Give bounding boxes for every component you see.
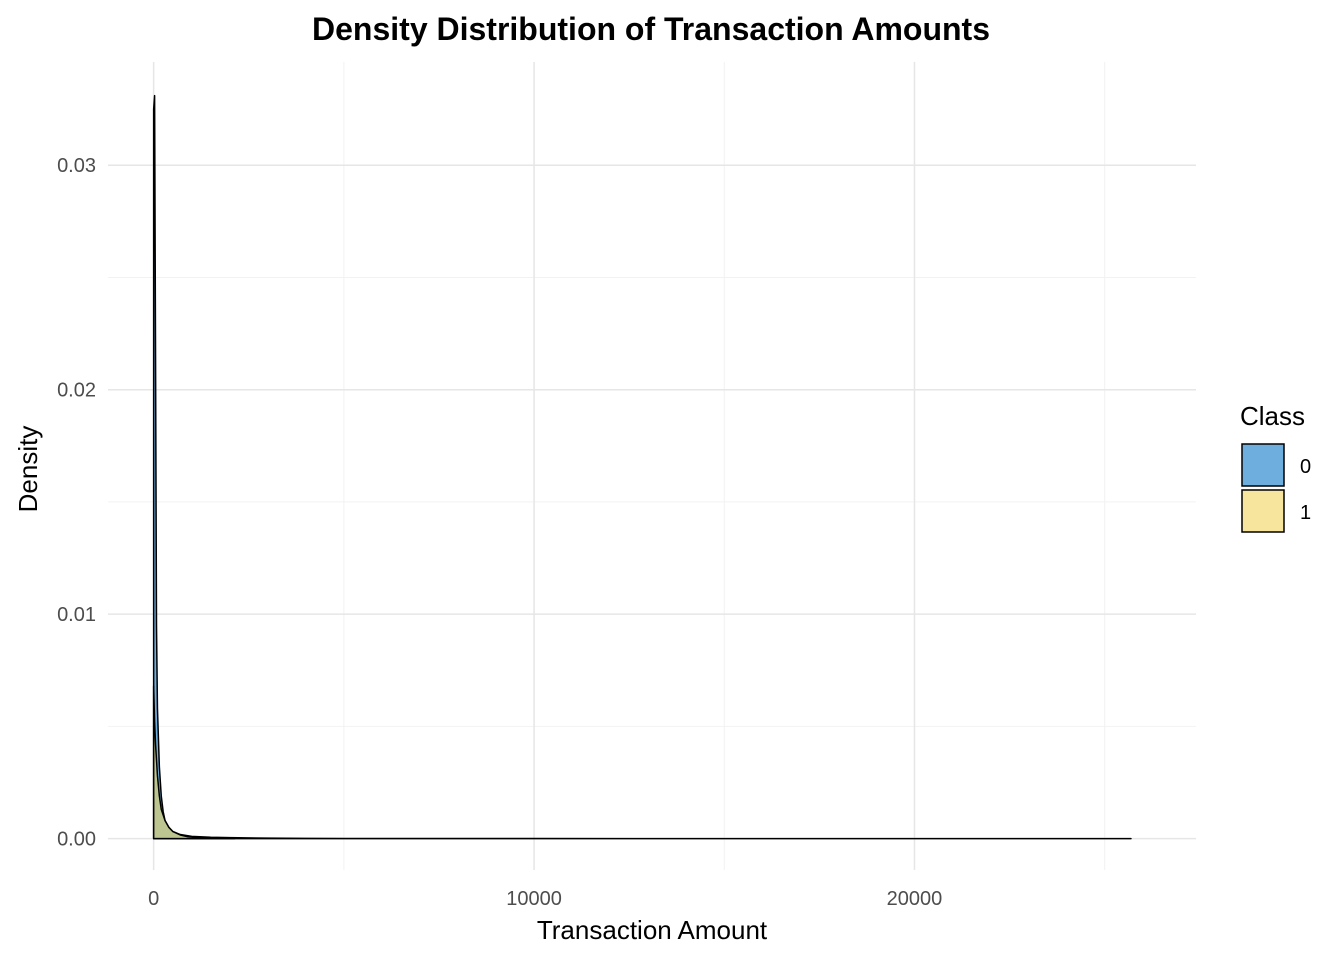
legend-key-class-0 <box>1241 443 1285 487</box>
axis-labels: 0 10000 20000 0.00 0.01 0.02 0.03 <box>57 155 942 910</box>
x-axis-title: Transaction Amount <box>537 915 768 945</box>
x-tick-label: 0 <box>148 888 159 910</box>
density-area-class-0 <box>152 94 1132 840</box>
x-tick-label: 10000 <box>506 888 562 910</box>
y-axis-title: Density <box>13 426 43 513</box>
legend: Class 0 1 <box>1240 401 1311 533</box>
y-tick-label: 0.01 <box>57 604 96 626</box>
legend-key-class-1 <box>1241 489 1285 533</box>
density-areas <box>152 94 1132 840</box>
legend-title: Class <box>1240 401 1305 431</box>
chart-title: Density Distribution of Transaction Amou… <box>312 11 990 47</box>
legend-label-class-0: 0 <box>1300 456 1311 478</box>
y-tick-label: 0.02 <box>57 380 96 402</box>
x-tick-label: 20000 <box>887 888 943 910</box>
y-tick-label: 0.00 <box>57 829 96 851</box>
density-area-class-1 <box>152 685 236 840</box>
legend-label-class-1: 1 <box>1300 502 1311 524</box>
grid-lines <box>108 62 1196 870</box>
y-tick-label: 0.03 <box>57 155 96 177</box>
